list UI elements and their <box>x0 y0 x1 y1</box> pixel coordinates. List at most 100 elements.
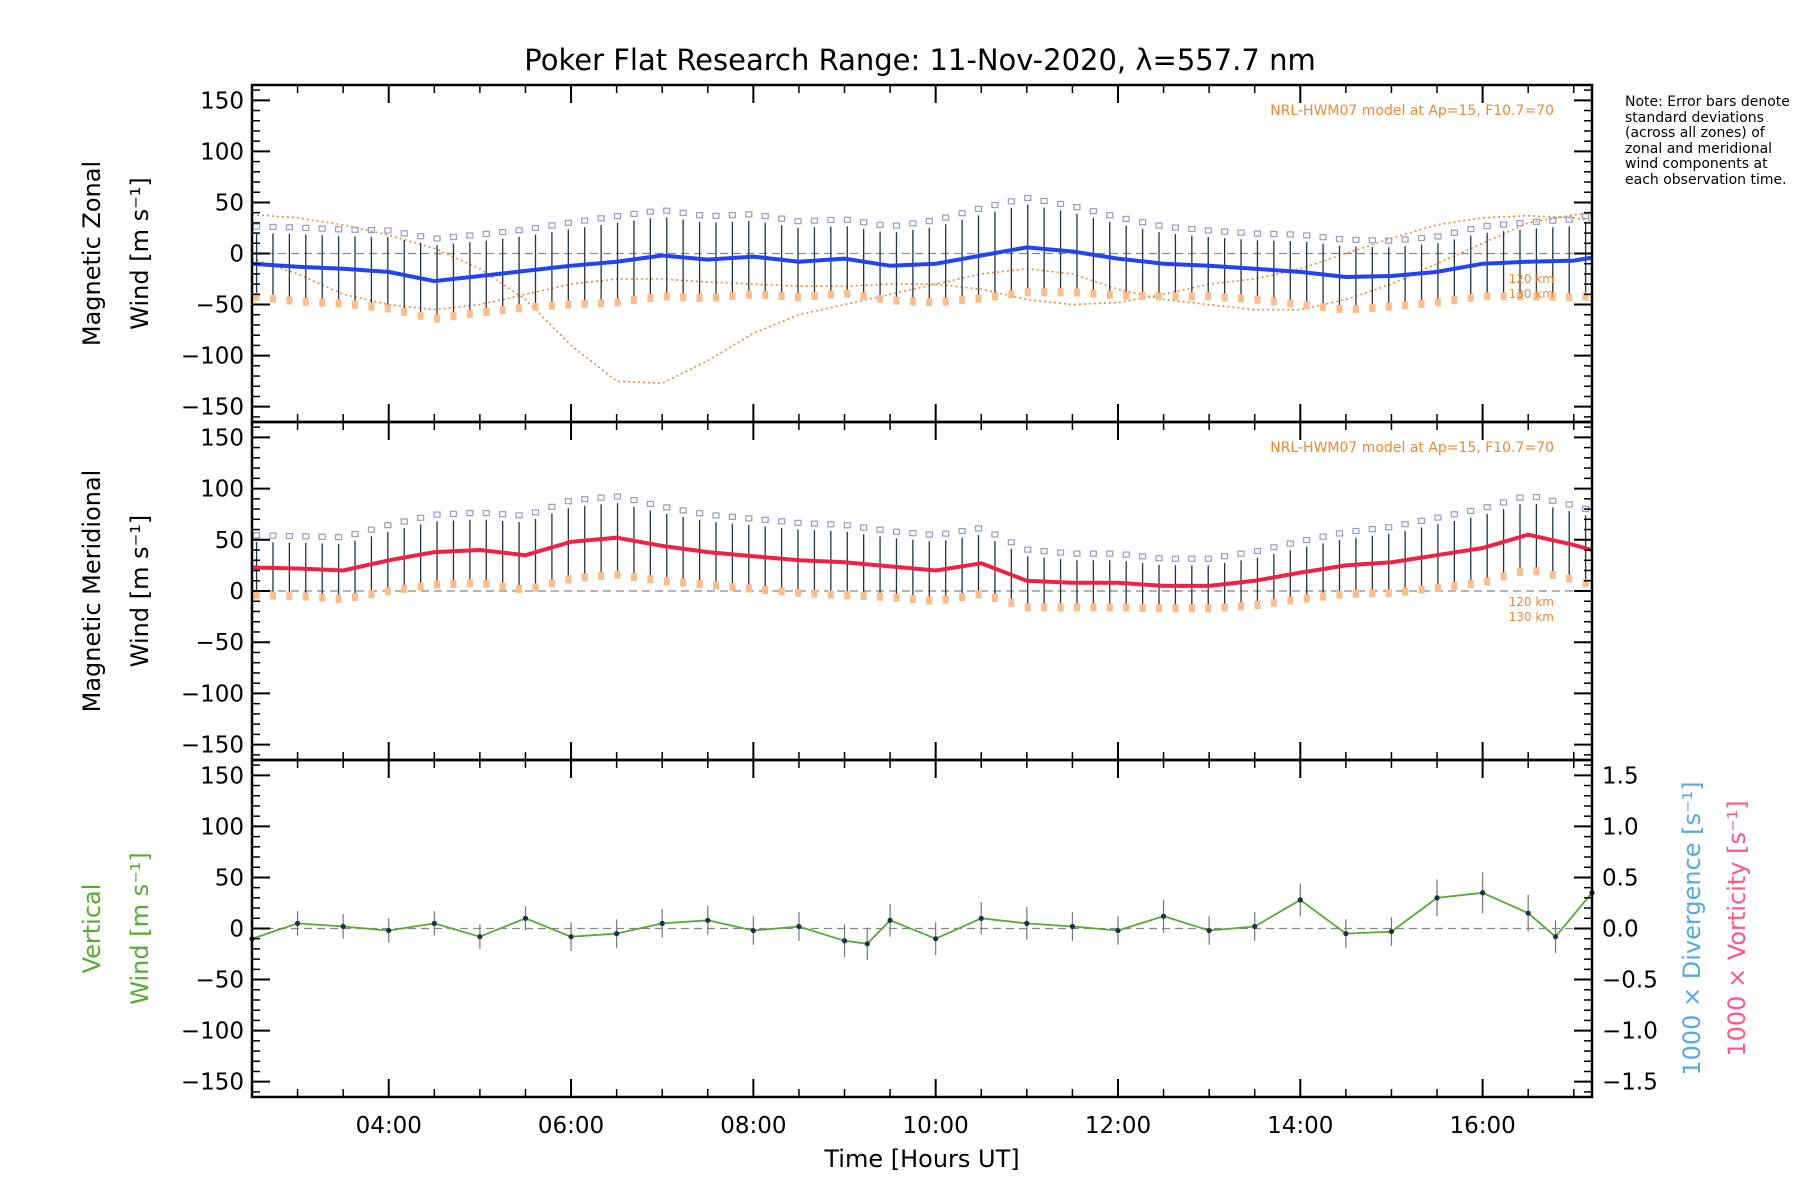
zonal-ylabel-units: Wind [m s⁻¹] <box>126 177 154 329</box>
zone-marker <box>696 294 703 303</box>
zone-marker <box>334 534 343 541</box>
zone-marker <box>1155 555 1163 562</box>
zone-marker <box>1041 288 1048 297</box>
zone-marker <box>1090 289 1097 298</box>
zone-marker <box>1368 237 1376 244</box>
y-tick-label: 0 <box>229 242 244 268</box>
data-point <box>1297 897 1303 903</box>
meridional-wind-line <box>251 532 1593 588</box>
zone-marker <box>384 227 392 234</box>
zone-marker <box>1566 293 1573 302</box>
zone-marker <box>1335 235 1344 243</box>
zone-marker <box>1516 219 1524 227</box>
zone-marker <box>1155 222 1163 229</box>
zone-marker <box>368 590 375 599</box>
zone-marker <box>762 291 769 300</box>
zone-marker <box>1320 303 1327 312</box>
zone-marker <box>352 300 359 309</box>
zone-marker <box>1532 218 1540 225</box>
zone-marker <box>1319 533 1327 540</box>
zone-marker <box>876 221 884 228</box>
zone-marker <box>483 307 490 316</box>
data-point <box>796 923 802 930</box>
zone-marker <box>1253 230 1262 237</box>
zone-marker <box>712 293 719 302</box>
zone-marker <box>1500 572 1507 581</box>
zone-marker <box>1254 600 1261 609</box>
data-point <box>705 917 711 923</box>
zone-marker <box>269 591 276 600</box>
zone-marker <box>1221 228 1229 235</box>
zone-marker <box>1418 585 1425 594</box>
zone-marker <box>1139 291 1146 300</box>
zone-marker <box>252 532 261 539</box>
data-point <box>841 938 848 944</box>
zone-marker <box>909 220 917 227</box>
zone-marker <box>1417 234 1426 242</box>
zone-marker <box>1385 589 1392 598</box>
zone-marker <box>810 520 819 527</box>
meridional-ylabel-units: Wind [m s⁻¹] <box>126 515 154 667</box>
zone-marker <box>1172 604 1179 613</box>
zone-marker <box>1303 536 1311 544</box>
zone-marker <box>1352 589 1359 598</box>
zone-marker <box>334 226 343 233</box>
zone-marker <box>1123 291 1130 300</box>
zone-marker <box>1434 298 1441 307</box>
zone-marker <box>1156 604 1163 613</box>
vertical-ylabel: Vertical <box>78 884 106 974</box>
zone-marker <box>384 587 391 596</box>
zone-marker <box>663 207 671 214</box>
zone-marker <box>630 210 638 218</box>
zone-marker <box>958 527 966 535</box>
zone-marker <box>909 297 916 306</box>
zone-marker <box>367 227 376 234</box>
zone-marker <box>1057 603 1064 612</box>
zone-marker <box>499 228 507 236</box>
zone-marker <box>482 509 490 517</box>
zone-marker <box>548 222 556 229</box>
zone-marker <box>581 217 589 224</box>
zone-marker <box>466 232 474 239</box>
zone-marker <box>433 235 441 242</box>
zone-marker <box>1057 288 1064 297</box>
zone-marker <box>1254 295 1261 304</box>
zone-marker <box>1385 302 1392 311</box>
zone-marker <box>926 298 933 307</box>
data-point <box>1552 934 1559 940</box>
zone-marker <box>745 584 752 593</box>
zone-marker <box>1056 549 1065 556</box>
zone-marker <box>1565 216 1573 223</box>
zone-marker <box>991 201 999 209</box>
y-tick-label: 100 <box>200 477 244 503</box>
zone-marker <box>663 504 671 511</box>
y2-tick-label: −1.5 <box>1602 1070 1658 1096</box>
data-point <box>477 934 483 940</box>
data-point <box>864 941 870 947</box>
zone-marker <box>762 585 769 594</box>
zone-marker <box>1451 296 1458 305</box>
zone-marker <box>1106 212 1114 219</box>
zone-marker <box>565 300 572 309</box>
zone-marker <box>1008 598 1015 607</box>
zone-marker <box>745 515 753 522</box>
zone-marker <box>1073 288 1080 297</box>
zone-marker <box>1008 290 1015 299</box>
zone-marker <box>1040 197 1048 205</box>
y-tick-label: 100 <box>200 139 244 165</box>
zone-marker <box>1007 198 1015 205</box>
data-point <box>1434 895 1440 901</box>
zone-marker <box>433 511 441 518</box>
zone-marker <box>449 233 458 241</box>
panel-vertical <box>249 758 1595 1099</box>
zone-marker <box>1533 292 1540 301</box>
zone-marker <box>1565 501 1573 508</box>
zone-marker <box>285 532 293 540</box>
y-tick-label: 100 <box>200 814 244 840</box>
zone-marker <box>368 302 375 311</box>
data-point <box>340 923 346 930</box>
zone-marker <box>499 582 506 591</box>
y-tick-label: −50 <box>195 293 244 319</box>
zone-marker <box>1024 546 1032 553</box>
y-tick-label: 0 <box>229 917 244 943</box>
